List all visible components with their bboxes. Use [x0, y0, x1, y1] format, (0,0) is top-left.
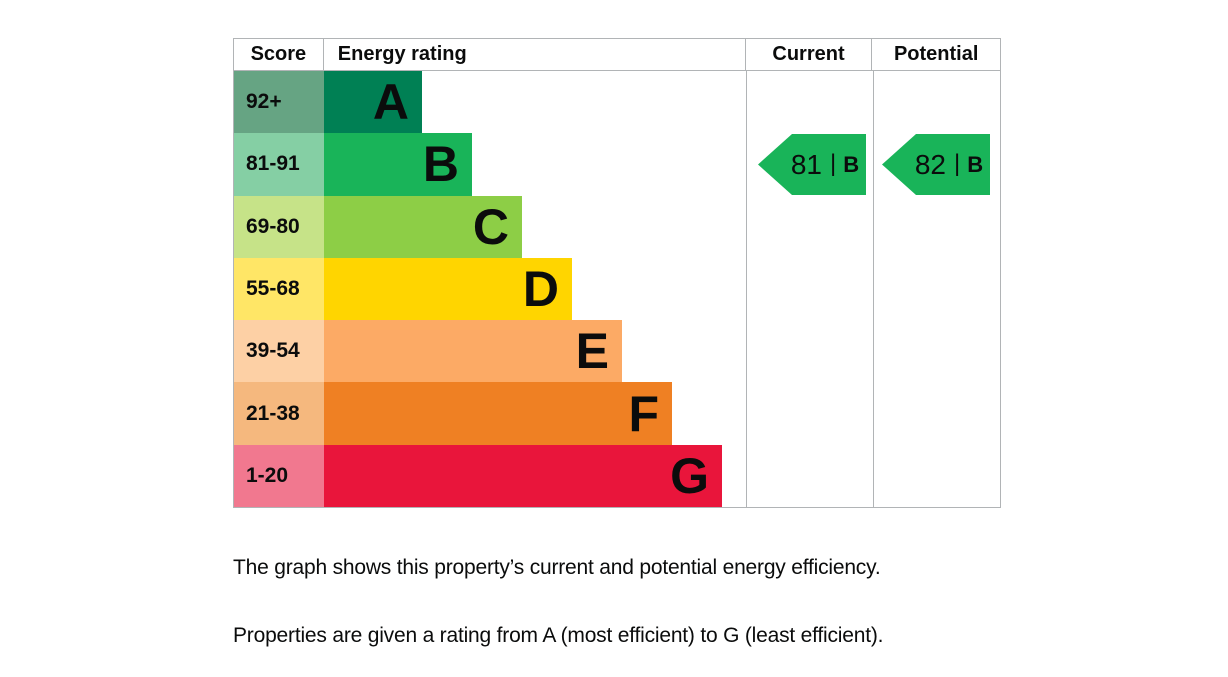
- header-potential: Potential: [871, 39, 1000, 70]
- current-column-cell: [746, 444, 873, 507]
- band-score-range: 21-38: [234, 382, 324, 445]
- band-row-a: 92+ A: [234, 71, 1002, 134]
- separator-bar: |: [830, 149, 837, 177]
- potential-column-cell: [873, 382, 1002, 445]
- potential-rating-text: 82 | B: [908, 134, 990, 195]
- potential-column-cell: [873, 71, 1002, 134]
- arrow-polygon: [882, 134, 990, 195]
- separator-bar: |: [954, 149, 961, 177]
- header-score: Score: [234, 39, 324, 70]
- current-score-value: 81: [790, 148, 823, 180]
- band-row-d: 55-68 D: [234, 257, 1002, 321]
- band-score-range: 39-54: [234, 320, 324, 383]
- rating-explanation-text: Properties are given a rating from A (mo…: [233, 624, 884, 647]
- band-letter: A: [372, 74, 409, 131]
- current-rating-letter: B: [843, 151, 860, 177]
- band-score-range: 55-68: [234, 257, 324, 321]
- left-arrow-shape: [882, 134, 990, 195]
- band-score-range: 69-80: [234, 195, 324, 258]
- band-row-e: 39-54 E: [234, 320, 1002, 383]
- header-energy-rating: Energy rating: [337, 43, 467, 65]
- potential-rating-arrow: 82 | B: [882, 134, 990, 195]
- chart-description-text: The graph shows this property’s current …: [233, 556, 881, 579]
- current-column-cell: [746, 257, 873, 321]
- band-bar-area: C: [324, 195, 746, 258]
- band-bar: B: [324, 133, 472, 196]
- current-column-cell: [746, 320, 873, 383]
- band-bar-area: A: [324, 71, 746, 134]
- current-column-cell: [746, 195, 873, 258]
- current-column-cell: [746, 382, 873, 445]
- band-bar: E: [324, 320, 622, 383]
- band-row-g: 1-20 G: [234, 444, 1002, 507]
- band-bar-area: F: [324, 382, 746, 445]
- potential-column-cell: [873, 133, 1002, 196]
- band-score-range: 92+: [234, 71, 324, 134]
- band-score-range: 81-91: [234, 133, 324, 196]
- potential-score-value: 82: [914, 148, 947, 180]
- potential-rating-letter: B: [967, 151, 984, 177]
- potential-column-cell: [873, 195, 1002, 258]
- current-rating-arrow: 81 | B: [758, 134, 866, 195]
- band-letter: G: [670, 447, 709, 504]
- band-bar: C: [324, 195, 522, 258]
- band-bar-area: D: [324, 257, 746, 321]
- band-letter: C: [472, 198, 509, 255]
- potential-column-cell: [873, 320, 1002, 383]
- band-row-b: 81-91 B: [234, 133, 1002, 196]
- band-score-range: 1-20: [234, 444, 324, 507]
- band-bar: G: [324, 444, 722, 507]
- potential-column-cell: [873, 444, 1002, 507]
- current-column-cell: [746, 71, 873, 134]
- band-bar: F: [324, 382, 672, 445]
- current-column-cell: [746, 133, 873, 196]
- table-body: 92+ A 81-91 B: [234, 71, 1000, 507]
- band-bar: A: [324, 71, 422, 134]
- table-header-row: Score Energy rating Current Potential: [234, 39, 1000, 71]
- band-bar-area: B: [324, 133, 746, 196]
- arrow-polygon: [758, 134, 866, 195]
- band-letter: F: [628, 385, 659, 442]
- band-letter: D: [522, 260, 559, 317]
- left-arrow-shape: [758, 134, 866, 195]
- band-row-c: 69-80 C: [234, 195, 1002, 258]
- current-rating-text: 81 | B: [784, 134, 866, 195]
- band-bar-area: E: [324, 320, 746, 383]
- band-bar: D: [324, 257, 572, 321]
- energy-rating-table: Score Energy rating Current Potential 92…: [233, 38, 1001, 508]
- header-current: Current: [744, 39, 872, 70]
- band-bar-area: G: [324, 444, 746, 507]
- band-letter: B: [422, 136, 459, 193]
- potential-column-cell: [873, 257, 1002, 321]
- band-letter: E: [575, 323, 609, 380]
- band-row-f: 21-38 F: [234, 382, 1002, 445]
